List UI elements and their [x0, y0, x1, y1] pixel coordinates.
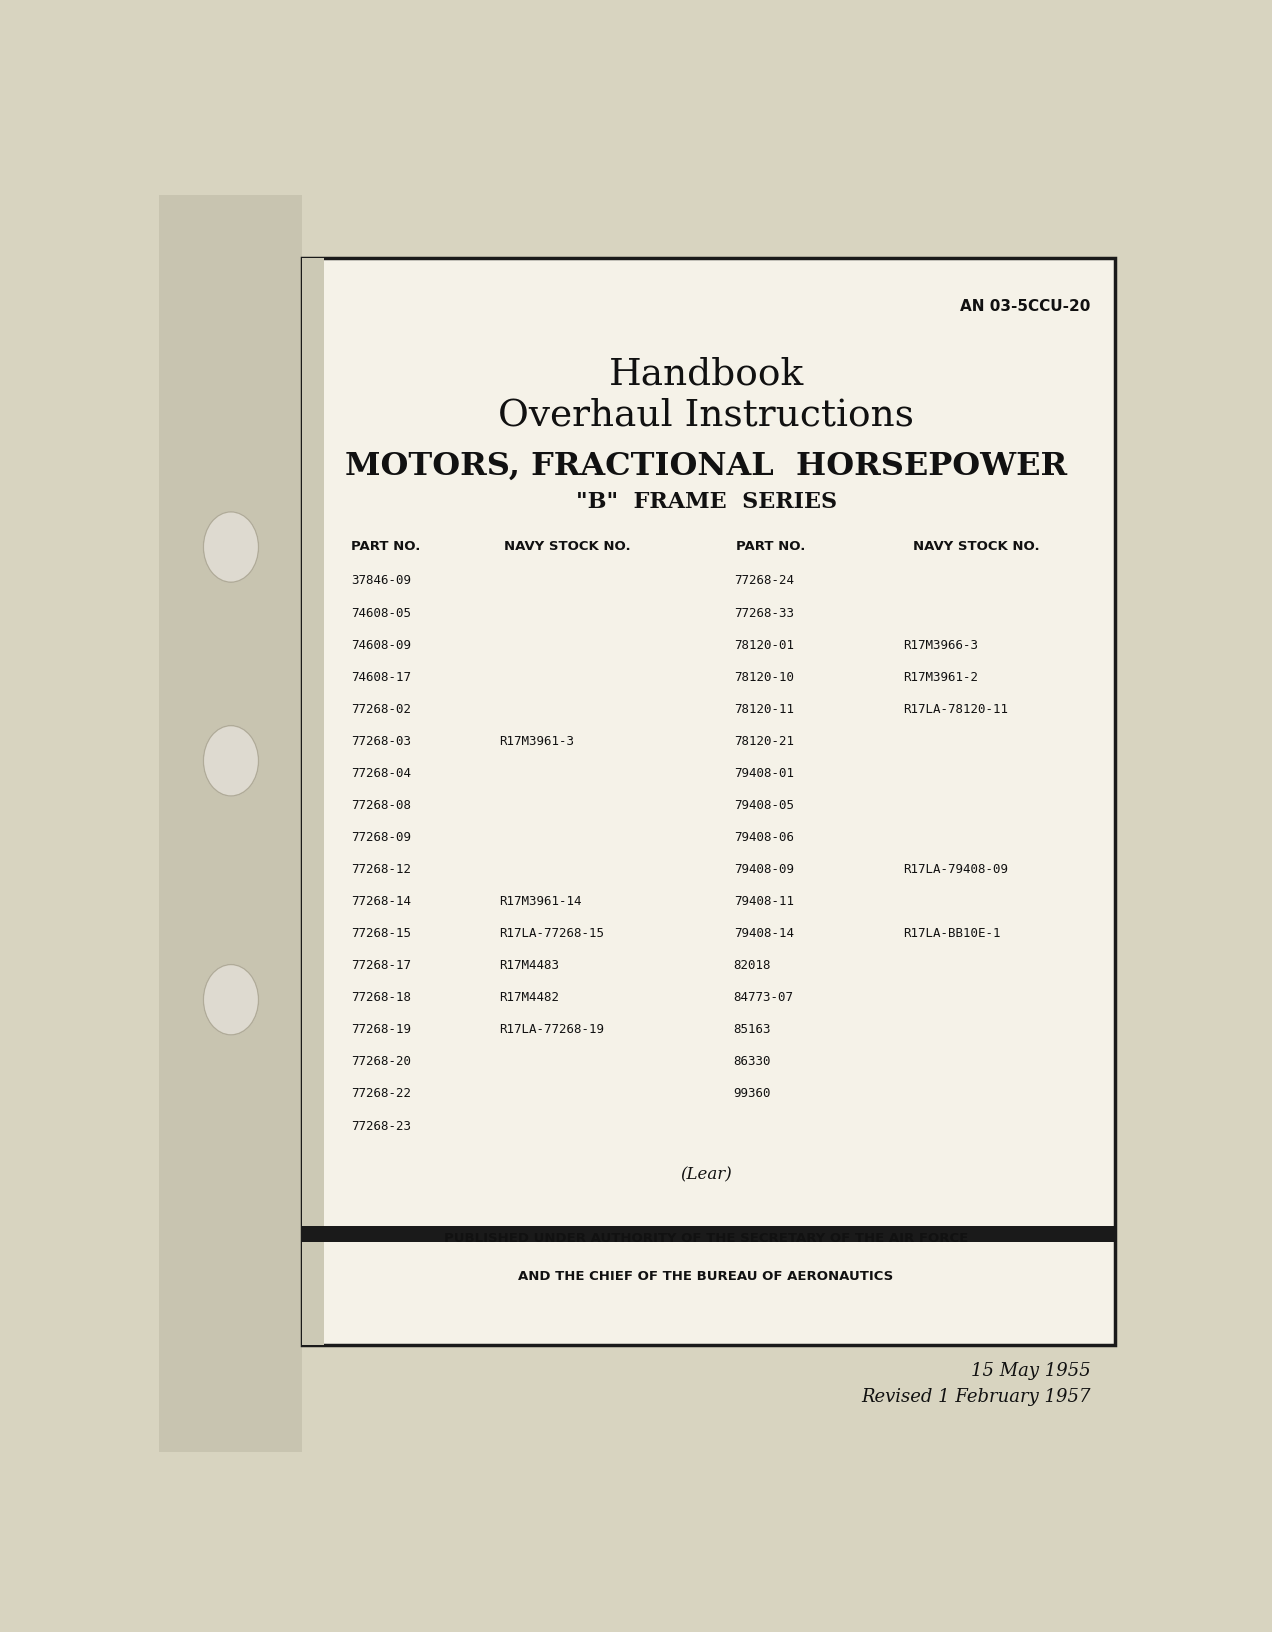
Text: 99360: 99360 [734, 1087, 771, 1100]
Text: 84773-07: 84773-07 [734, 991, 794, 1004]
Text: 78120-11: 78120-11 [734, 702, 794, 715]
Text: R17LA-77268-19: R17LA-77268-19 [499, 1023, 604, 1036]
Text: 77268-03: 77268-03 [351, 734, 411, 747]
Text: 77268-19: 77268-19 [351, 1023, 411, 1036]
Text: PUBLISHED UNDER AUTHORITY OF THE SECRETARY OF THE AIR FORCE: PUBLISHED UNDER AUTHORITY OF THE SECRETA… [444, 1231, 968, 1244]
Bar [301, 258, 323, 1346]
Text: R17M3961-2: R17M3961-2 [903, 671, 978, 684]
Text: 77268-24: 77268-24 [734, 574, 794, 588]
Text: 79408-11: 79408-11 [734, 894, 794, 907]
Text: 77268-02: 77268-02 [351, 702, 411, 715]
Text: 77268-12: 77268-12 [351, 862, 411, 875]
Text: 82018: 82018 [734, 958, 771, 971]
Text: R17M3961-14: R17M3961-14 [499, 894, 581, 907]
Text: AND THE CHIEF OF THE BUREAU OF AERONAUTICS: AND THE CHIEF OF THE BUREAU OF AERONAUTI… [519, 1270, 894, 1283]
Text: R17M3966-3: R17M3966-3 [903, 638, 978, 651]
Text: 79408-09: 79408-09 [734, 862, 794, 875]
Text: 78120-01: 78120-01 [734, 638, 794, 651]
Text: 86330: 86330 [734, 1054, 771, 1067]
Text: PART NO.: PART NO. [735, 540, 805, 553]
Text: 78120-21: 78120-21 [734, 734, 794, 747]
Text: NAVY STOCK NO.: NAVY STOCK NO. [504, 540, 631, 553]
Text: 79408-14: 79408-14 [734, 927, 794, 940]
Text: AN 03-5CCU-20: AN 03-5CCU-20 [960, 299, 1090, 313]
Text: R17M3961-3: R17M3961-3 [499, 734, 574, 747]
Bar [159, 196, 301, 1452]
Text: 74608-17: 74608-17 [351, 671, 411, 684]
Circle shape [204, 726, 258, 796]
Text: 79408-05: 79408-05 [734, 798, 794, 811]
Text: 77268-22: 77268-22 [351, 1087, 411, 1100]
Text: R17LA-79408-09: R17LA-79408-09 [903, 862, 1009, 875]
Text: 74608-09: 74608-09 [351, 638, 411, 651]
Text: R17LA-78120-11: R17LA-78120-11 [903, 702, 1009, 715]
Text: 78120-10: 78120-10 [734, 671, 794, 684]
Bar [301, 258, 1116, 1346]
Text: Revised 1 February 1957: Revised 1 February 1957 [861, 1387, 1090, 1405]
Text: PART NO.: PART NO. [351, 540, 421, 553]
Text: R17LA-77268-15: R17LA-77268-15 [499, 927, 604, 940]
Text: 77268-17: 77268-17 [351, 958, 411, 971]
Text: 79408-06: 79408-06 [734, 831, 794, 844]
Text: NAVY STOCK NO.: NAVY STOCK NO. [913, 540, 1039, 553]
Text: 77268-18: 77268-18 [351, 991, 411, 1004]
Text: 77268-09: 77268-09 [351, 831, 411, 844]
Text: MOTORS, FRACTIONAL  HORSEPOWER: MOTORS, FRACTIONAL HORSEPOWER [345, 450, 1067, 481]
Text: 77268-04: 77268-04 [351, 767, 411, 780]
Text: 77268-33: 77268-33 [734, 605, 794, 619]
Text: 77268-14: 77268-14 [351, 894, 411, 907]
Text: 77268-08: 77268-08 [351, 798, 411, 811]
Text: R17LA-BB10E-1: R17LA-BB10E-1 [903, 927, 1001, 940]
Text: 77268-15: 77268-15 [351, 927, 411, 940]
Text: 74608-05: 74608-05 [351, 605, 411, 619]
Text: Handbook: Handbook [608, 357, 804, 393]
Circle shape [204, 512, 258, 583]
Text: 77268-20: 77268-20 [351, 1054, 411, 1067]
Text: 77268-23: 77268-23 [351, 1120, 411, 1133]
Text: 37846-09: 37846-09 [351, 574, 411, 588]
Text: 15 May 1955: 15 May 1955 [971, 1361, 1090, 1379]
Text: 85163: 85163 [734, 1023, 771, 1036]
Text: "B"  FRAME  SERIES: "B" FRAME SERIES [575, 491, 837, 512]
Bar [301, 1226, 1116, 1242]
Text: Overhaul Instructions: Overhaul Instructions [499, 397, 915, 432]
Text: (Lear): (Lear) [681, 1165, 731, 1183]
Circle shape [204, 965, 258, 1035]
Text: R17M4483: R17M4483 [499, 958, 560, 971]
Text: 79408-01: 79408-01 [734, 767, 794, 780]
Text: R17M4482: R17M4482 [499, 991, 560, 1004]
